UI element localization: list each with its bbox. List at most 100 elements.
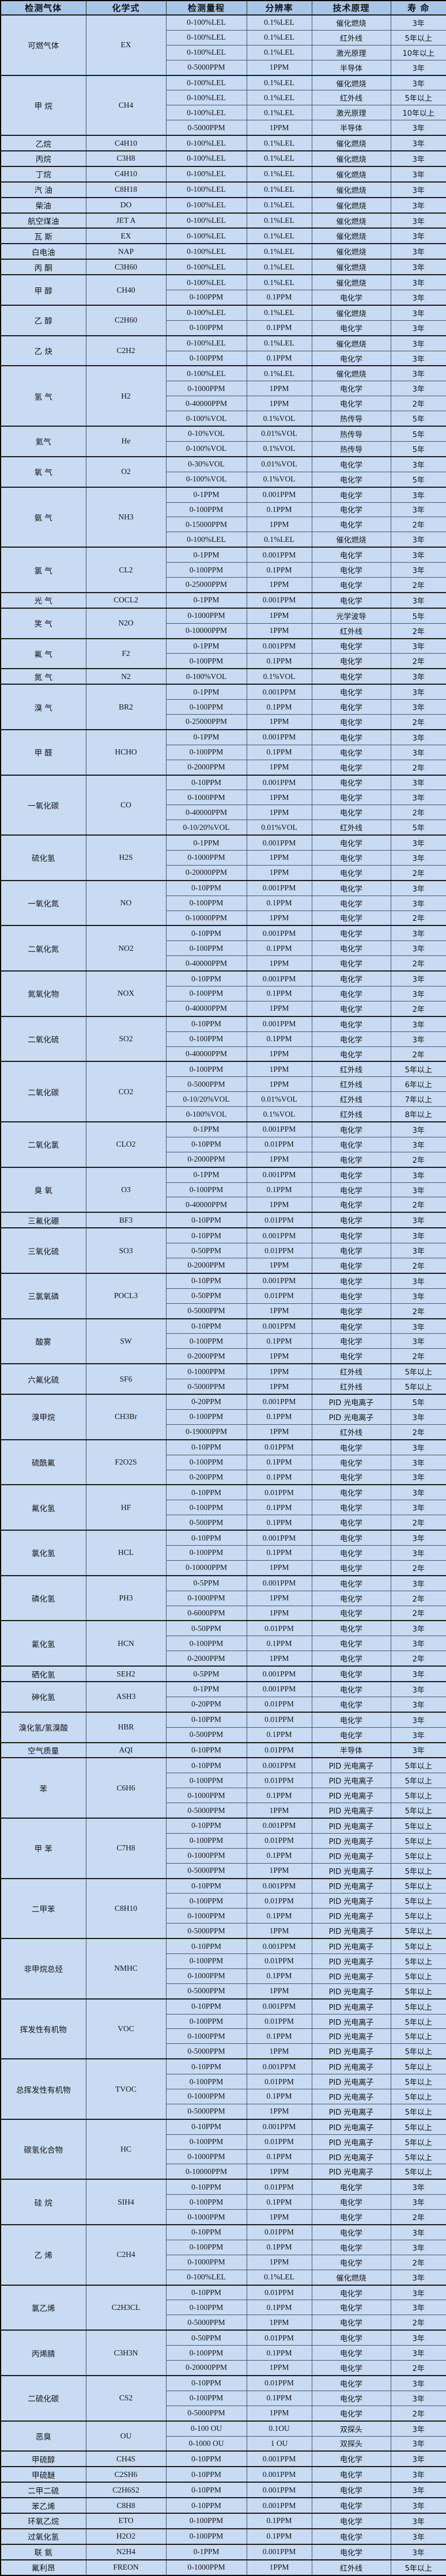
resolution-cell: 1PPM xyxy=(246,955,312,972)
range-cell: 0-10PPM xyxy=(165,879,247,896)
table-row: 柴油 DO 0-100%LEL 0.1%LEL 催化燃烧 3年 xyxy=(0,196,446,214)
formula-cell: O2 xyxy=(85,456,167,488)
lifespan-cell: 3年 xyxy=(390,2497,446,2514)
lifespan-cell: 3年 xyxy=(390,290,446,306)
resolution-cell: 0.01PPM xyxy=(246,1711,312,1728)
range-cell: 0-1000PPM xyxy=(165,2149,247,2165)
gas-name-cell: 甲硫醇 xyxy=(0,2450,86,2467)
range-cell: 0-2000PPM xyxy=(165,1348,247,1364)
lifespan-cell: 5年以上 xyxy=(390,2164,446,2180)
range-cell: 0-100PPM xyxy=(165,2528,247,2545)
formula-cell: HBR xyxy=(85,1711,167,1743)
lifespan-cell: 3年 xyxy=(390,335,446,351)
formula-cell: CH3Br xyxy=(85,1394,167,1440)
principle-cell: 电化学 xyxy=(311,2239,391,2255)
table-row: 0-10000PPM 1PPM 电化学 2年 xyxy=(1,1560,446,1576)
table-row: 0-2000PPM 1PPM 电化学 2年 xyxy=(1,1651,446,1667)
principle-cell: 热传导 xyxy=(311,426,391,442)
lifespan-cell: 5年以上 xyxy=(390,1862,446,1879)
table-row: 0-25000PPM 1PPM 电化学 2年 xyxy=(1,714,446,730)
resolution-cell: 1PPM xyxy=(246,576,312,593)
resolution-cell: 1PPM xyxy=(246,396,312,412)
resolution-cell: 0.1%LEL xyxy=(246,165,312,183)
table-row: 0-5000PPM 1PPM 电化学 2年 xyxy=(1,2315,446,2331)
lifespan-cell: 3年 xyxy=(390,350,446,366)
gas-name-cell: 乙 烯 xyxy=(0,2224,86,2286)
resolution-cell: 0.01PPM xyxy=(246,1243,312,1259)
formula-cell: CH4S xyxy=(85,2450,167,2467)
range-cell: 0-100PPM xyxy=(165,1636,247,1652)
resolution-cell: 1PPM xyxy=(246,2254,312,2270)
principle-cell: 电化学 xyxy=(311,290,391,306)
lifespan-cell: 3年 xyxy=(390,274,446,291)
resolution-cell: 0.1PPM xyxy=(246,320,312,336)
lifespan-cell: 5年 xyxy=(390,441,446,457)
principle-cell: PID 光电离子 xyxy=(311,2103,391,2120)
lifespan-cell: 3年 xyxy=(390,2269,446,2286)
resolution-cell: 0.1%LEL xyxy=(246,274,312,291)
resolution-cell: 0.1PPM xyxy=(246,2239,312,2255)
resolution-cell: 0.1PPM xyxy=(246,1182,312,1198)
range-cell: 0-10PPM xyxy=(165,1272,247,1289)
gas-name-cell: 甲 醛 xyxy=(0,729,86,776)
resolution-cell: 0.1%LEL xyxy=(246,181,312,198)
table-row: 0-10/20%VOL 0.01%VOL 红外线 5年 xyxy=(1,820,446,836)
principle-cell: 电化学 xyxy=(311,1121,391,1137)
formula-cell: NH3 xyxy=(85,486,167,548)
resolution-cell: 0.1PPM xyxy=(246,895,312,911)
range-cell: 0-10%VOL xyxy=(165,426,247,442)
principle-cell: PID 光电离子 xyxy=(311,2134,391,2150)
table-row: 氧 气 O2 0-30%VOL 0.01%VOL 电化学 3年 xyxy=(0,456,446,488)
range-cell: 0-40000PPM xyxy=(165,1046,247,1062)
range-cell: 0-100%LEL xyxy=(165,2269,247,2286)
resolution-cell: 0.01%VOL xyxy=(246,820,312,836)
resolution-cell: 0.1PPM xyxy=(246,2300,312,2316)
resolution-cell: 0.001PPM xyxy=(246,1877,312,1894)
resolution-cell: 1PPM xyxy=(246,1379,312,1395)
principle-cell: 电化学 xyxy=(311,1530,391,1546)
range-cell: 0-200PPM xyxy=(165,1469,247,1485)
table-row: 二甲二硫 C2H6S2 0-10PPM 0.001PPM 电化学 3年 xyxy=(0,2482,446,2498)
range-cell: 0-1000PPM xyxy=(165,2028,247,2044)
formula-cell: C4H10 xyxy=(85,165,167,183)
lifespan-cell: 3年 xyxy=(390,2330,446,2346)
resolution-cell: 0.001PPM xyxy=(246,1757,312,1774)
lifespan-cell: 3年 xyxy=(390,879,446,896)
principle-cell: PID 光电离子 xyxy=(311,2074,391,2090)
range-cell: 0-20000PPM xyxy=(165,2360,247,2376)
formula-cell: N2O xyxy=(85,607,167,639)
lifespan-cell: 3年 xyxy=(390,304,446,321)
lifespan-cell: 5年以上 xyxy=(390,2134,446,2150)
lifespan-cell: 5年以上 xyxy=(390,1363,446,1380)
table-row: 0-100PPM 0.1PPM 电化学 3年 xyxy=(1,502,446,518)
principle-cell: 电化学 xyxy=(311,910,391,926)
gas-name-cell: 笑 气 xyxy=(0,607,86,639)
resolution-cell: 0.01%VOL xyxy=(246,426,312,442)
lifespan-cell: 5年以上 xyxy=(390,1893,446,1909)
range-cell: 0-100PPM xyxy=(165,1333,247,1349)
lifespan-cell: 3年 xyxy=(390,1742,446,1758)
range-cell: 0-50PPM xyxy=(165,1620,247,1637)
gas-name-cell: 六氟化硫 xyxy=(0,1363,86,1395)
lifespan-cell: 3年 xyxy=(390,2390,446,2406)
formula-cell: SF6 xyxy=(85,1363,167,1395)
principle-cell: 电化学 xyxy=(311,834,391,851)
range-cell: 0-10PPM xyxy=(165,2179,247,2195)
principle-cell: 电化学 xyxy=(311,547,391,563)
range-cell: 0-5000PPM xyxy=(165,120,247,136)
resolution-cell: 0.001PPM xyxy=(246,925,312,942)
principle-cell: 电化学 xyxy=(311,1620,391,1637)
range-cell: 0-100%LEL xyxy=(165,365,247,382)
table-row: 总挥发性有机物 TVOC 0-10PPM 0.001PPM PID 光电离子 5年以上 xyxy=(0,2058,446,2120)
formula-cell: He xyxy=(85,426,167,457)
principle-cell: 电化学 xyxy=(311,2543,391,2560)
table-row: 氟 气 F2 0-1PPM 0.001PPM 电化学 3年 xyxy=(0,638,446,669)
table-row: 甲 烷 CH4 0-100%LEL 0.1%LEL 催化燃烧 3年 xyxy=(0,74,446,136)
lifespan-cell: 5年以上 xyxy=(390,1817,446,1834)
range-cell: 0-1PPM xyxy=(165,486,247,503)
range-cell: 0-1000 OU xyxy=(165,2435,247,2452)
table-row: 挥发性有机物 VOC 0-10PPM 0.001PPM PID 光电离子 5年以上 xyxy=(0,1998,446,2059)
principle-cell: 电化学 xyxy=(311,744,391,760)
lifespan-cell: 3年 xyxy=(390,562,446,578)
lifespan-cell: 3年 xyxy=(390,2435,446,2452)
